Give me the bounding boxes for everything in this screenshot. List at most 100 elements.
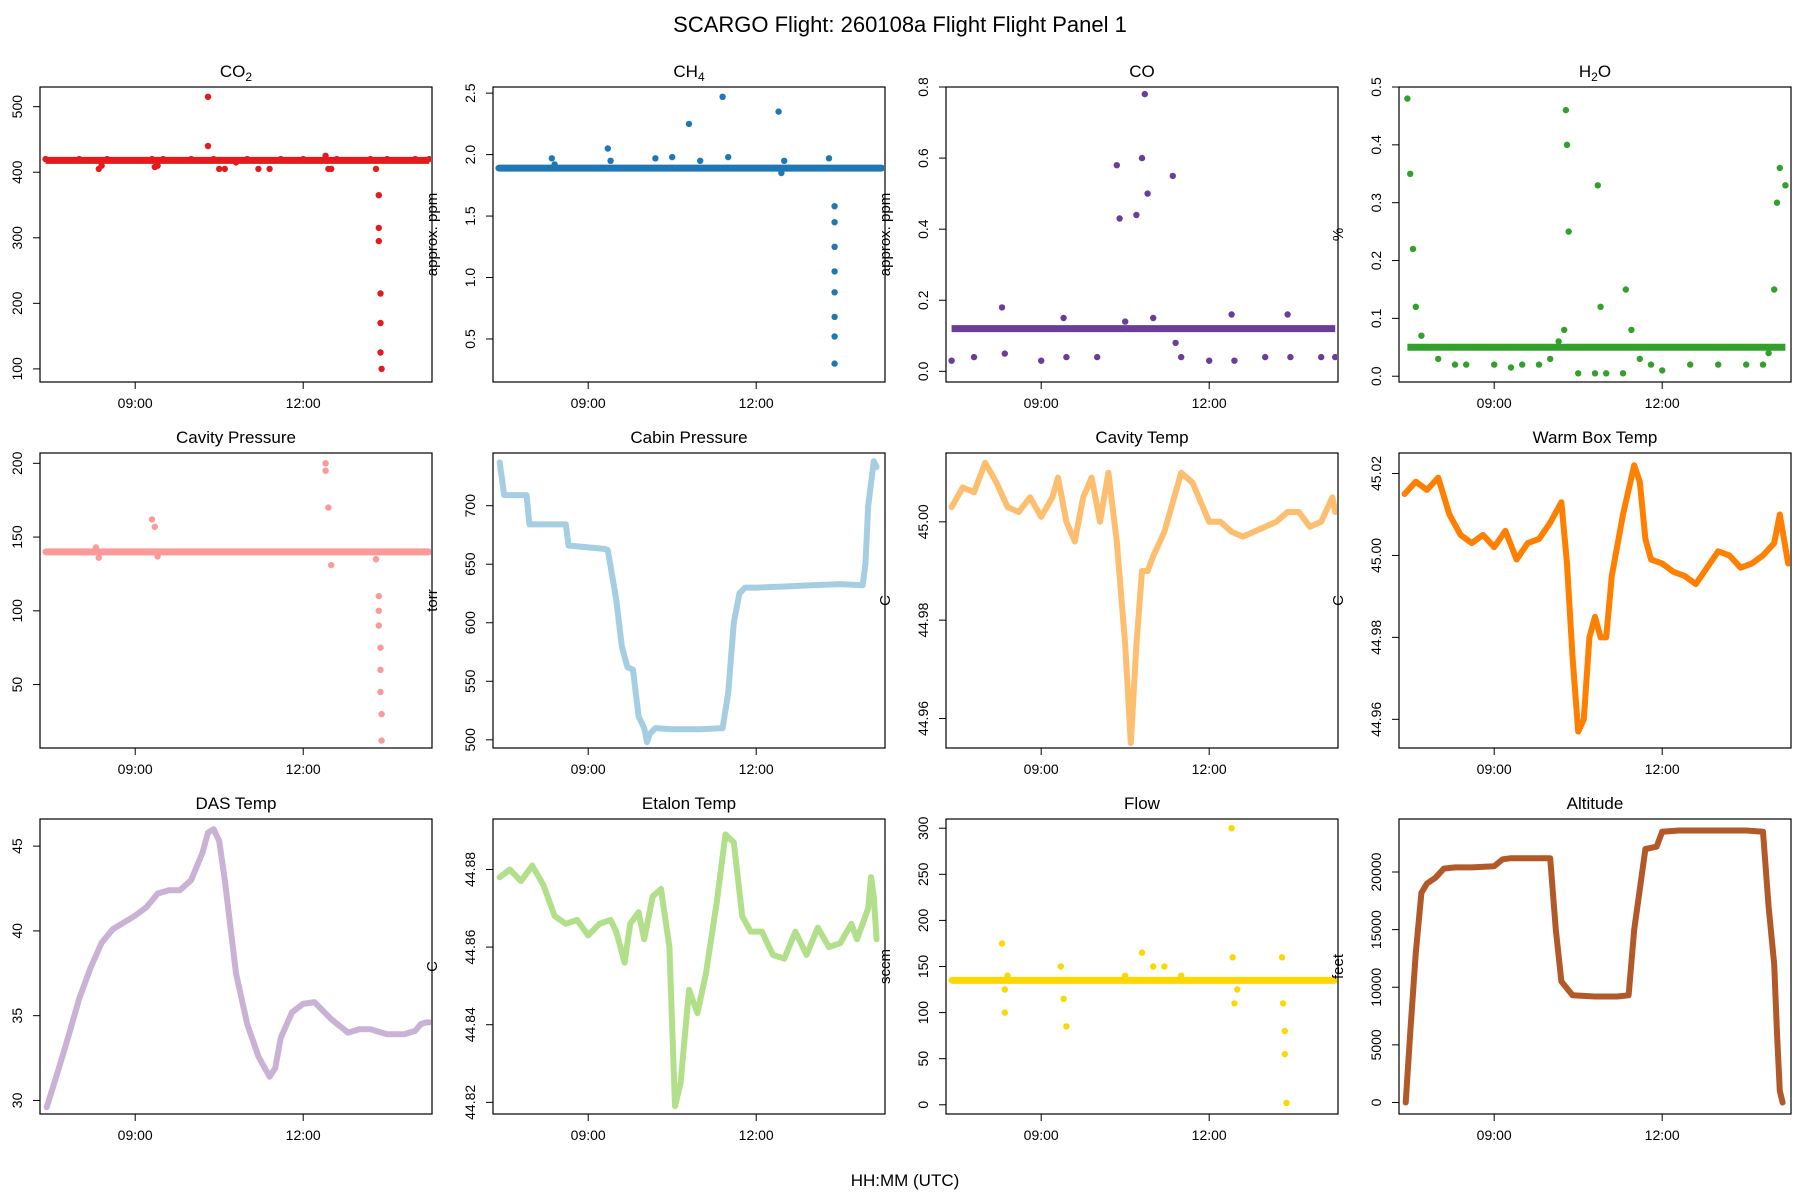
data-point <box>378 365 385 373</box>
plot-frame <box>945 452 1339 749</box>
data-point <box>1113 162 1121 169</box>
panel-warm_box_temp: Warm Box Temp C 44.96 44.98 45.00 45.02 09:00 1… <box>1330 428 1792 777</box>
data-point <box>879 164 884 172</box>
figure-x-axis-label: HH:MM (UTC) <box>851 1171 960 1190</box>
data-point <box>378 710 385 718</box>
data-point <box>1287 353 1294 361</box>
y-tick-label: 2.5 <box>462 83 478 103</box>
data-point <box>1284 311 1291 318</box>
data-point <box>1776 164 1784 172</box>
y-tick-label: 0.6 <box>915 148 931 168</box>
y-tick-label: 20000 <box>1368 852 1384 891</box>
y-tick-label: 2.0 <box>462 145 478 165</box>
data-series <box>495 93 884 367</box>
data-point <box>604 145 611 152</box>
y-tick-label: 5000 <box>1368 1029 1384 1060</box>
data-series <box>948 825 1337 1107</box>
data-point <box>154 553 161 560</box>
data-point <box>1435 355 1442 363</box>
data-point <box>333 548 340 555</box>
y-tick-label: 44.82 <box>462 1085 478 1120</box>
panel-ch4: CH4 approx. ppm 0.5 1.0 1.5 2.0 2.5 09:00 12:00 <box>424 62 886 411</box>
x-tick-label: 09:00 <box>571 761 606 777</box>
data-point <box>1451 361 1459 368</box>
panel-etalon_temp: Etalon Temp C 44.82 44.84 44.86 44.88 09:00 12:… <box>424 794 886 1143</box>
panel-cabin_pressure: Cabin Pressure torr 500 550 600 650 700 09:00 12… <box>424 428 886 777</box>
y-tick-label: 100 <box>915 1001 931 1025</box>
data-point <box>495 164 502 172</box>
data-point <box>1161 325 1168 332</box>
data-point <box>1555 338 1562 345</box>
plot-frame <box>39 818 433 1115</box>
data-point <box>831 268 838 275</box>
data-point <box>1206 977 1213 984</box>
data-point <box>300 548 307 555</box>
data-point <box>1150 963 1157 970</box>
y-tick-label: 250 <box>915 862 931 886</box>
data-point <box>377 666 384 673</box>
data-point <box>1161 963 1168 970</box>
data-series <box>948 90 1337 364</box>
data-point <box>328 561 335 569</box>
data-point <box>1491 361 1498 368</box>
data-point <box>831 243 838 250</box>
panel-title: DAS Temp <box>196 794 277 813</box>
x-tick-label: 09:00 <box>1477 1127 1512 1143</box>
data-point <box>232 159 240 166</box>
data-point <box>825 155 833 162</box>
data-point <box>1144 190 1151 197</box>
y-tick-label: 45 <box>9 838 25 854</box>
data-point <box>1063 353 1070 361</box>
data-point <box>148 516 156 523</box>
data-point <box>426 548 431 555</box>
panel-title: CH4 <box>673 62 705 84</box>
data-point <box>1563 141 1571 148</box>
y-tick-label: 100 <box>9 357 25 381</box>
data-point <box>151 523 158 530</box>
y-tick-label: 1.5 <box>462 206 478 226</box>
data-point <box>377 349 384 356</box>
y-tick-label: 400 <box>9 160 25 184</box>
data-point <box>375 224 382 232</box>
y-tick-label: 45.00 <box>915 504 931 539</box>
data-point <box>1206 357 1213 364</box>
data-point <box>216 165 223 173</box>
data-point <box>1172 339 1179 347</box>
data-point <box>367 155 374 163</box>
data-point <box>98 162 105 169</box>
data-point <box>1636 355 1644 363</box>
data-point <box>1562 106 1570 114</box>
data-point <box>1110 325 1118 332</box>
data-point <box>1122 318 1129 325</box>
data-point <box>831 333 838 340</box>
data-point <box>1332 977 1337 984</box>
data-point <box>551 161 558 168</box>
data-point <box>154 162 161 169</box>
data-point <box>1519 361 1526 368</box>
panel-title: Cabin Pressure <box>630 428 747 447</box>
data-point <box>1547 355 1554 363</box>
data-point <box>697 157 704 164</box>
data-point <box>778 169 785 177</box>
data-point <box>1659 367 1666 374</box>
y-tick-label: 45.00 <box>1368 538 1384 573</box>
y-tick-label: 10000 <box>1368 968 1384 1007</box>
data-point <box>148 155 156 163</box>
data-point <box>42 155 49 163</box>
y-tick-label: 0.0 <box>915 361 931 381</box>
x-tick-label: 09:00 <box>118 395 153 411</box>
data-point <box>255 165 262 173</box>
data-point <box>1765 349 1772 357</box>
data-point <box>652 155 659 162</box>
y-axis-label: C <box>1330 595 1347 606</box>
data-point <box>1566 344 1574 351</box>
data-point <box>188 548 195 555</box>
data-point <box>377 644 384 651</box>
panel-flow: Flow sccm 0 50 100 150 200 250 300 09:00 12:00 <box>877 794 1339 1143</box>
panel-title: Cavity Temp <box>1095 428 1188 447</box>
data-point <box>132 548 139 555</box>
data-point <box>333 155 340 163</box>
data-point <box>948 977 955 984</box>
y-tick-label: 0.1 <box>1368 308 1384 328</box>
